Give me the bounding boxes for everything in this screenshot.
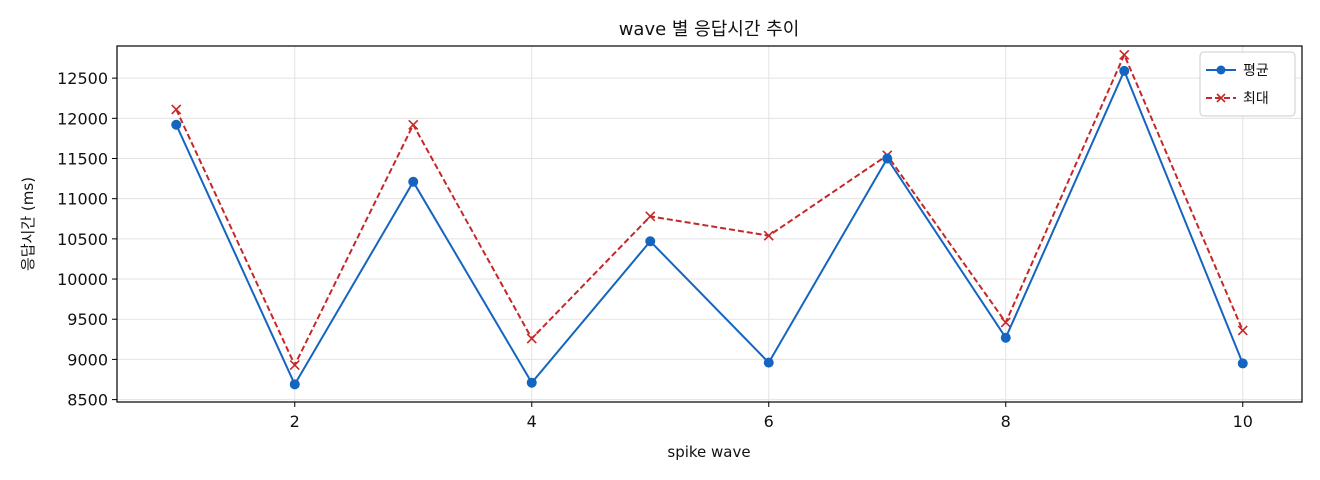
y-tick-label: 8500 bbox=[67, 391, 108, 410]
series-line bbox=[175, 53, 1244, 367]
legend-label-max: 최대 bbox=[1243, 91, 1269, 107]
data-point bbox=[289, 379, 300, 390]
grid bbox=[117, 46, 1302, 402]
y-tick-label: 11500 bbox=[57, 150, 108, 169]
y-axis-ticks: 8500 9000 9500 10000 10500 11000 11500 12000 125… bbox=[57, 69, 117, 410]
data-point bbox=[1119, 49, 1130, 60]
y-tick-label: 12500 bbox=[57, 69, 108, 88]
data-point bbox=[526, 377, 537, 388]
data-point bbox=[1000, 332, 1011, 343]
x-tick-label: 10 bbox=[1233, 412, 1253, 431]
series-max bbox=[171, 49, 1248, 371]
series-group bbox=[171, 49, 1248, 390]
legend-marker-avg bbox=[1216, 65, 1226, 75]
y-tick-label: 9000 bbox=[67, 350, 108, 369]
series-line bbox=[175, 69, 1244, 386]
data-point bbox=[763, 357, 774, 368]
data-point bbox=[408, 176, 419, 187]
x-tick-label: 8 bbox=[1001, 412, 1011, 431]
data-point bbox=[1000, 317, 1011, 328]
y-tick-label: 10000 bbox=[57, 270, 108, 289]
y-tick-label: 9500 bbox=[67, 310, 108, 329]
plot-area bbox=[116, 45, 1303, 403]
data-point bbox=[289, 359, 300, 371]
data-point bbox=[408, 119, 419, 130]
data-point bbox=[171, 104, 182, 115]
x-tick-label: 4 bbox=[527, 412, 537, 431]
data-point bbox=[1237, 325, 1248, 336]
data-point bbox=[1119, 65, 1130, 76]
data-point bbox=[171, 119, 182, 130]
legend-marker-max bbox=[1216, 93, 1226, 103]
data-point bbox=[763, 230, 774, 241]
legend: 평균 최대 bbox=[1199, 51, 1296, 117]
y-tick-label: 12000 bbox=[57, 109, 108, 128]
x-axis-ticks: 2 4 6 8 10 bbox=[290, 402, 1253, 431]
y-tick-label: 11000 bbox=[57, 190, 108, 209]
x-tick-label: 2 bbox=[290, 412, 300, 431]
x-tick-label: 6 bbox=[764, 412, 774, 431]
legend-label-avg: 평균 bbox=[1243, 63, 1269, 79]
x-axis-label: spike wave bbox=[667, 443, 750, 461]
data-point bbox=[1237, 358, 1248, 369]
data-point bbox=[645, 211, 656, 222]
y-axis-label: 응답시간 (ms) bbox=[19, 177, 37, 271]
chart-title: wave 별 응답시간 추이 bbox=[619, 19, 800, 40]
data-point bbox=[526, 333, 537, 344]
y-tick-label: 10500 bbox=[57, 230, 108, 249]
series-avg bbox=[171, 65, 1248, 390]
data-point bbox=[645, 236, 656, 247]
data-point bbox=[882, 153, 893, 164]
